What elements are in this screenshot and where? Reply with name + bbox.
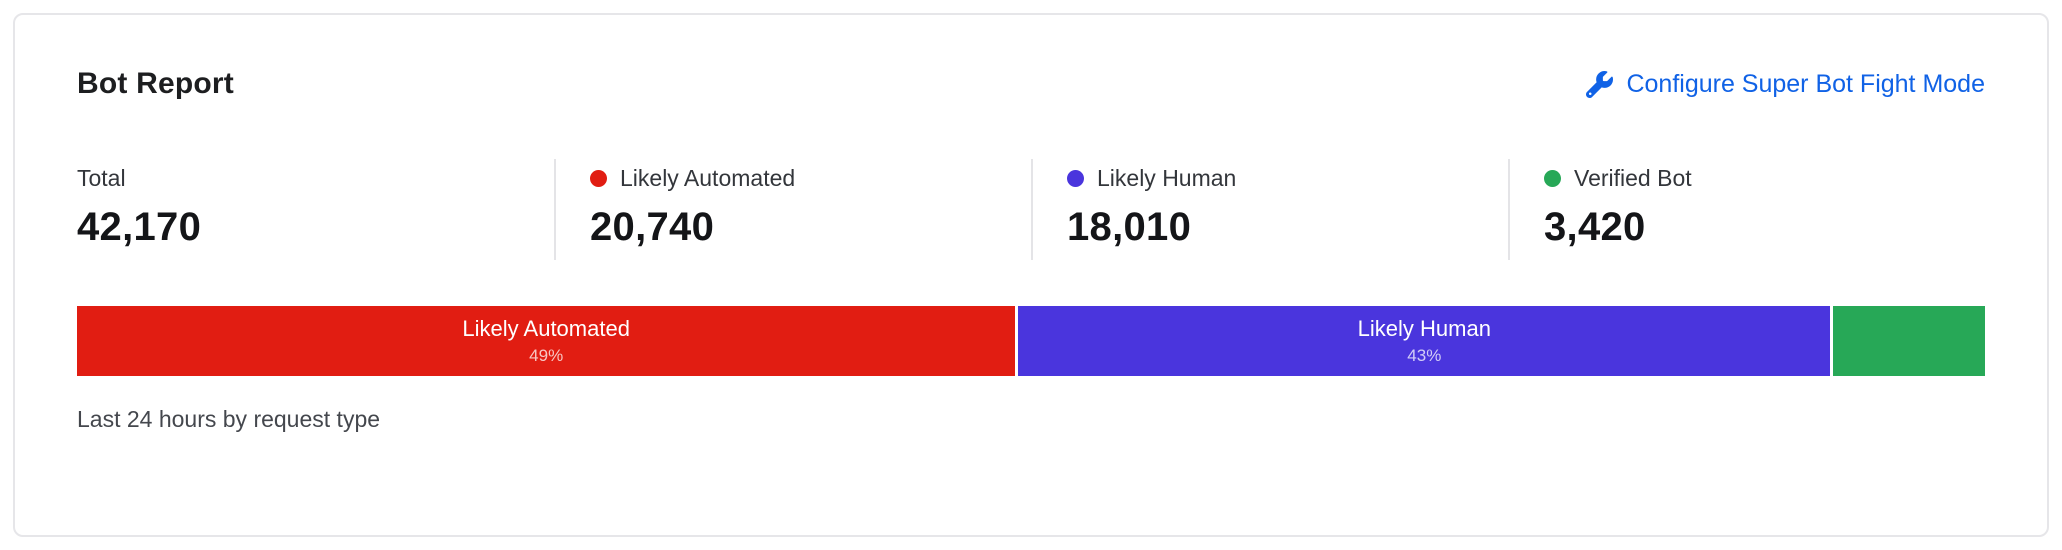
bar-segment-percent: 49% (529, 345, 564, 365)
bar-segment-label: Likely Human (1357, 316, 1491, 342)
page-title: Bot Report (77, 67, 234, 100)
stat-value-total: 42,170 (77, 205, 202, 249)
bar-segment-likely-automated: Likely Automated 49% (77, 306, 1016, 376)
stat-value-verified-bot: 3,420 (1544, 205, 1646, 249)
stat-label-row: Likely Human (1067, 165, 1508, 192)
stat-label-row: Verified Bot (1544, 165, 1985, 192)
configure-link-label: Configure Super Bot Fight Mode (1626, 69, 1985, 98)
stat-value-likely-human: 18,010 (1067, 205, 1192, 249)
likely-automated-dot-icon (590, 170, 607, 187)
card-header: Bot Report Configure Super Bot Fight Mod… (77, 67, 1985, 101)
stat-value-likely-automated: 20,740 (590, 205, 715, 249)
stat-likely-human: Likely Human 18,010 (1031, 159, 1508, 260)
stat-label-likely-human: Likely Human (1097, 165, 1237, 191)
stat-label-row: Likely Automated (590, 165, 1031, 192)
stat-verified-bot: Verified Bot 3,420 (1508, 159, 1985, 260)
stat-total: Total 42,170 (77, 159, 554, 260)
stat-label-total: Total (77, 165, 126, 191)
bar-segment-label: Likely Automated (462, 316, 630, 342)
bar-segment-percent: 43% (1407, 345, 1442, 365)
chart-caption: Last 24 hours by request type (77, 406, 381, 432)
likely-human-dot-icon (1067, 170, 1084, 187)
bot-report-card: Bot Report Configure Super Bot Fight Mod… (13, 13, 2049, 537)
stat-likely-automated: Likely Automated 20,740 (554, 159, 1031, 260)
configure-super-bot-fight-mode-link[interactable]: Configure Super Bot Fight Mode (1586, 70, 1985, 99)
verified-bot-dot-icon (1544, 170, 1561, 187)
stat-label-verified-bot: Verified Bot (1574, 165, 1692, 191)
stat-label-row: Total (77, 165, 554, 192)
stats-row: Total 42,170 Likely Automated 20,740 Lik… (77, 159, 1985, 260)
wrench-icon (1586, 70, 1614, 98)
stacked-bar: Likely Automated 49% Likely Human 43% (77, 306, 1985, 376)
stat-label-likely-automated: Likely Automated (620, 165, 796, 191)
bar-segment-likely-human: Likely Human 43% (1015, 306, 1831, 376)
bar-segment-verified-bot (1830, 306, 1985, 376)
